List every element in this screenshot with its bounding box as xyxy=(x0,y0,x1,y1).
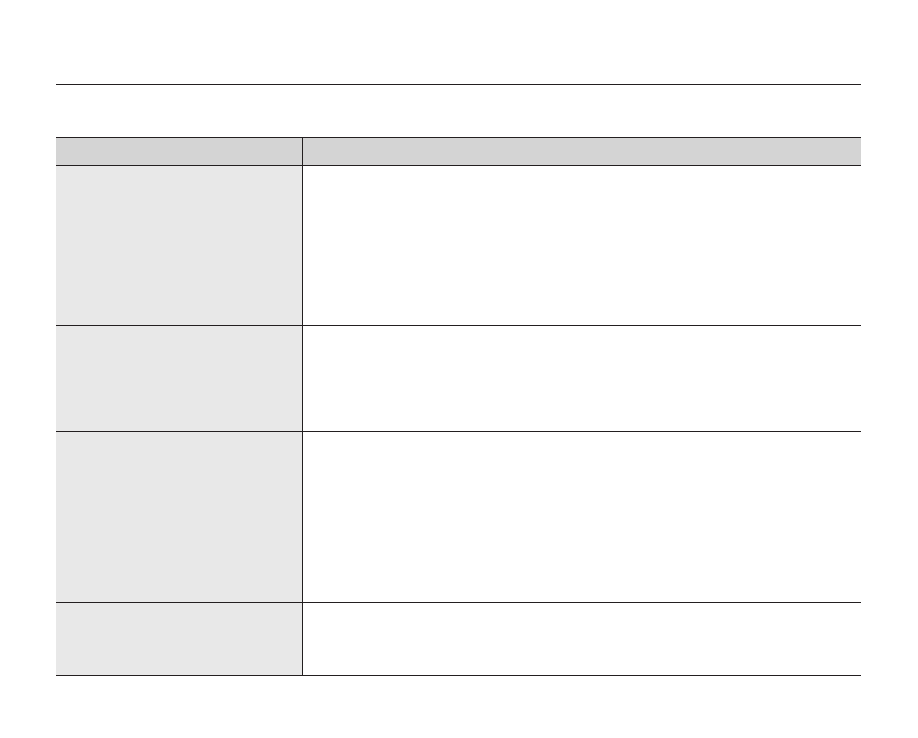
table-row xyxy=(56,602,861,676)
top-rule xyxy=(56,84,861,85)
content-table xyxy=(56,137,861,676)
row-content-cell xyxy=(302,325,861,432)
row-content-cell xyxy=(302,165,861,326)
row-content-cell xyxy=(302,431,861,603)
table-row xyxy=(56,165,861,326)
header-cell-2 xyxy=(302,137,861,166)
table-row xyxy=(56,325,861,432)
table-header-row xyxy=(56,137,861,166)
row-label-cell xyxy=(56,165,303,326)
row-content-cell xyxy=(302,602,861,676)
row-label-cell xyxy=(56,602,303,676)
table-row xyxy=(56,431,861,603)
row-label-cell xyxy=(56,325,303,432)
header-cell-1 xyxy=(56,137,303,166)
row-label-cell xyxy=(56,431,303,603)
